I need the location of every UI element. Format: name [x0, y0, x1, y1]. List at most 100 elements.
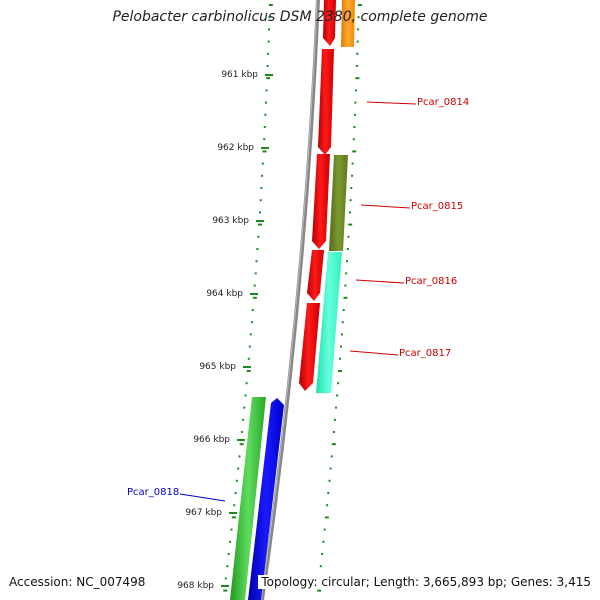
- gc-dot-right: [356, 40, 359, 43]
- cds-feature-pcar-0818[interactable]: [248, 398, 284, 600]
- kbp-tick-label: 966 kbp: [193, 435, 230, 445]
- gc-dot-left: [229, 540, 232, 543]
- gc-dot-right: [326, 504, 329, 507]
- kbp-tick-marks: [221, 74, 273, 587]
- gc-dot-right: [356, 52, 359, 55]
- gc-dot-right: [324, 516, 329, 519]
- gc-dot-left: [238, 455, 241, 458]
- gene-label-pcar-0818[interactable]: Pcar_0818: [127, 487, 180, 498]
- gc-dot-left: [266, 77, 271, 80]
- gc-dot-right: [331, 443, 336, 446]
- gc-dot-left: [224, 577, 227, 580]
- gene-label-pcar-0816[interactable]: Pcar_0816: [405, 276, 458, 287]
- kbp-tick-label: 964 kbp: [206, 289, 243, 299]
- kbp-tick-label: 963 kbp: [212, 216, 249, 226]
- gc-dot-left: [265, 101, 267, 104]
- gc-dot-right: [351, 174, 353, 177]
- gc-dot-left: [239, 443, 244, 446]
- gc-dot-right: [319, 565, 322, 568]
- gc-dot-left: [223, 589, 228, 592]
- gc-dot-left: [261, 162, 264, 165]
- gc-dot-left: [248, 345, 251, 348]
- gc-dot-left: [267, 52, 270, 55]
- gc-dot-left: [253, 284, 256, 287]
- category-feature-orange[interactable]: [341, 0, 355, 47]
- cds-feature-pcar-0816[interactable]: [307, 250, 324, 301]
- accession-text: Accession: NC_007498: [9, 575, 146, 589]
- gc-dot-right: [349, 199, 352, 202]
- gene-label-leader: [360, 204, 411, 209]
- gc-dot-left: [240, 431, 243, 433]
- cds-feature-0813[interactable]: [323, 0, 336, 46]
- category-feature-aquamarine[interactable]: [316, 252, 342, 393]
- gc-dot-left: [257, 235, 260, 238]
- gc-dot-right: [355, 65, 358, 67]
- gc-dot-left: [263, 138, 266, 141]
- gc-dot-right: [357, 16, 360, 19]
- gc-dot-right: [335, 406, 337, 409]
- gc-dot-left: [237, 467, 240, 470]
- gene-label-leader: [179, 493, 226, 502]
- gc-dot-left: [247, 357, 250, 360]
- gc-dot-right: [350, 187, 353, 189]
- kbp-tick-label: 967 kbp: [185, 508, 222, 518]
- gc-dot-left: [268, 28, 270, 31]
- genome-backbone-highlight: [260, 0, 318, 600]
- gc-dot-right: [338, 370, 343, 372]
- gc-dot-right: [354, 89, 357, 92]
- gc-dot-left: [234, 492, 237, 494]
- category-feature-green[interactable]: [230, 397, 266, 600]
- gc-dot-left: [256, 248, 259, 250]
- gc-dot-left: [226, 565, 229, 568]
- topology-text: Topology: circular; Length: 3,665,893 bp…: [258, 575, 591, 589]
- gc-dot-left: [251, 309, 254, 311]
- gc-dot-left: [263, 126, 266, 128]
- category-feature-olive[interactable]: [329, 155, 348, 251]
- gene-label-pcar-0817[interactable]: Pcar_0817: [399, 348, 452, 359]
- cds-feature-pcar-0817[interactable]: [299, 303, 320, 391]
- gc-dot-right: [353, 126, 356, 128]
- gc-dot-right: [345, 272, 348, 275]
- gc-dot-right: [340, 333, 343, 336]
- gc-dot-left: [231, 516, 236, 519]
- gc-dot-right: [349, 211, 351, 214]
- gc-dot-right: [323, 528, 326, 531]
- gc-dot-left: [233, 504, 236, 507]
- gc-dot-left: [265, 89, 268, 92]
- gc-dot-right: [342, 309, 345, 311]
- gc-dot-left: [267, 40, 270, 43]
- gene-label-leader: [366, 101, 417, 105]
- gc-dot-right: [341, 321, 344, 324]
- gc-dot-left: [268, 4, 273, 6]
- page-title: Pelobacter carbinolicus DSM 2380, comple…: [112, 9, 488, 25]
- gc-dot-left: [260, 187, 263, 189]
- gc-dot-right: [317, 589, 322, 592]
- gc-dot-left: [245, 382, 248, 385]
- gc-dot-right: [355, 77, 360, 80]
- gene-label-pcar-0815[interactable]: Pcar_0815: [411, 201, 464, 212]
- cds-feature-pcar-0814[interactable]: [318, 49, 334, 155]
- gc-dot-left: [255, 260, 258, 263]
- gc-dot-right: [346, 248, 349, 250]
- gc-dot-right: [328, 479, 331, 482]
- gene-label-leader: [349, 350, 399, 356]
- gc-dot-left: [246, 370, 251, 372]
- gc-dot-right: [343, 296, 348, 299]
- gc-dot-right: [334, 418, 336, 421]
- gc-dot-left: [266, 65, 269, 67]
- gc-dot-right: [321, 553, 324, 555]
- gc-dot-left: [259, 199, 262, 202]
- gc-content-dots-left: [223, 4, 273, 592]
- cds-feature-pcar-0815[interactable]: [312, 154, 330, 249]
- gc-dot-right: [351, 162, 354, 165]
- gene-label-pcar-0814[interactable]: Pcar_0814: [417, 97, 470, 108]
- gc-dot-right: [353, 113, 356, 116]
- gc-dot-right: [332, 431, 335, 433]
- gc-dot-left: [250, 321, 253, 324]
- gc-dot-left: [230, 528, 233, 531]
- genome-backbone: [260, 0, 320, 600]
- gc-dot-left: [268, 16, 271, 19]
- gc-dot-right: [322, 540, 325, 543]
